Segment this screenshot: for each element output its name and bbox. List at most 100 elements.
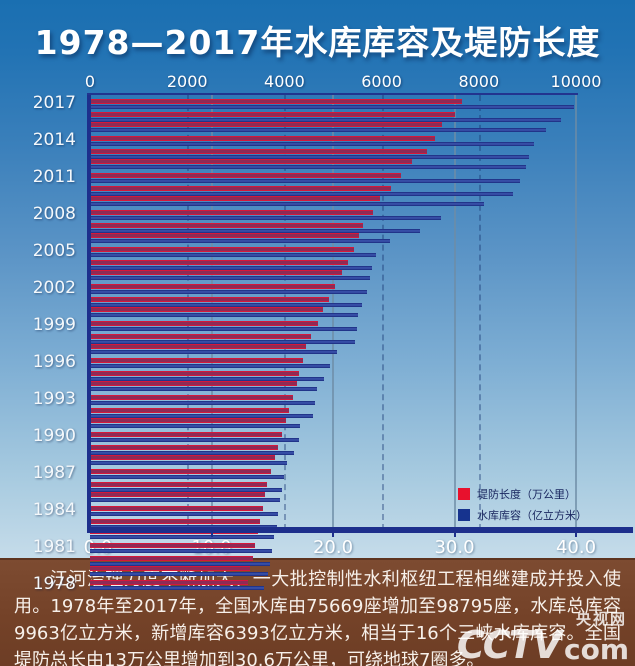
dike-length-bar [90, 418, 286, 423]
reservoir-capacity-bar [90, 266, 373, 270]
dike-length-bar [90, 98, 462, 104]
y-axis-label: 1990 [32, 426, 76, 446]
dike-length-bar [90, 246, 354, 252]
dike-length-bar [90, 186, 392, 191]
y-axis-label: 2002 [32, 278, 76, 298]
year-row-2008: 2008 [0, 206, 635, 223]
y-axis-label: 1978 [32, 574, 76, 594]
legend-label: 堤防长度（万公里） [477, 488, 576, 501]
top-axis-tick-labels: 0 2000 4000 6000 8000 10000 [0, 72, 635, 94]
bottom-axis-tick-label: 10.0 [191, 537, 232, 558]
reservoir-capacity-bar [90, 141, 535, 146]
year-row-2003 [0, 270, 635, 280]
dike-length-bar [90, 196, 381, 201]
reservoir-capacity-bar [90, 128, 546, 132]
y-axis-label: 2005 [32, 241, 76, 261]
legend-swatch-red [458, 488, 470, 500]
reservoir-capacity-bar [90, 289, 368, 294]
top-axis-tick-label: 2000 [166, 72, 208, 91]
reservoir-capacity-bar [90, 229, 420, 233]
dike-length-bar [90, 260, 348, 265]
year-row-1985 [0, 492, 635, 502]
gridline-dashed [284, 95, 287, 530]
reservoir-capacity-bar [90, 414, 313, 418]
year-row-2000 [0, 307, 635, 317]
dike-length-bar [90, 445, 279, 450]
gridline-solid [453, 95, 456, 530]
caption-band: 江河治理力度不断加大，一大批控制性水利枢纽工程相继建成并投入使用。1978年至2… [0, 558, 635, 666]
year-row-1984: 1984 [0, 502, 635, 519]
reservoir-capacity-bar [90, 350, 338, 354]
year-row-1988 [0, 455, 635, 465]
year-row-2014: 2014 [0, 132, 635, 149]
bottom-axis-tick [575, 533, 577, 537]
year-row-1978: 1978 [0, 576, 635, 593]
dike-length-bar [90, 270, 342, 275]
bottom-axis-tick-label: 40.0 [555, 537, 597, 558]
dike-length-bar [90, 344, 307, 349]
y-axis-label: 1987 [32, 463, 76, 483]
dike-length-bar [90, 320, 319, 326]
top-axis-tick-label: 4000 [264, 72, 305, 91]
year-row-1989 [0, 445, 635, 455]
year-row-2005: 2005 [0, 243, 635, 260]
reservoir-capacity-bar [90, 239, 391, 243]
year-row-1990: 1990 [0, 428, 635, 445]
dike-length-bar [90, 408, 290, 413]
gridline-dashed [381, 95, 384, 530]
y-axis-label: 1981 [32, 537, 76, 557]
reservoir-capacity-bar [90, 572, 268, 576]
dike-length-bar [90, 566, 251, 571]
year-row-1996: 1996 [0, 354, 635, 371]
year-row-2007 [0, 223, 635, 233]
reservoir-capacity-bar [90, 155, 529, 159]
dike-length-bar [90, 307, 324, 312]
gridline-dashed [478, 95, 481, 530]
reservoir-capacity-bar [90, 104, 575, 109]
bottom-axis-tick-label: 20.0 [312, 537, 354, 558]
legend: 堤防长度（万公里） 水库库容（亿立方米） [458, 486, 587, 528]
year-row-1999: 1999 [0, 317, 635, 334]
y-axis-label: 2011 [32, 167, 76, 187]
top-axis-tick-label: 10000 [550, 72, 602, 91]
dike-length-bar [90, 371, 299, 376]
gridline-solid [332, 95, 334, 530]
dike-length-bar [90, 172, 402, 178]
reservoir-capacity-bar [90, 424, 301, 428]
dike-length-bar [90, 579, 248, 585]
dike-length-bar [90, 223, 364, 228]
year-row-2012 [0, 159, 635, 169]
gridline-solid [210, 95, 213, 530]
dike-length-bar [90, 455, 275, 460]
dike-length-bar [90, 492, 265, 497]
chart-title: 1978—2017年水库库容及堤防长度 [34, 23, 601, 62]
dike-length-bar [90, 519, 261, 524]
top-axis-line [87, 93, 578, 95]
dike-length-bar [90, 122, 443, 127]
cctv-watermark: 央视网 CCTV com [457, 612, 629, 666]
bottom-axis-tick [210, 533, 213, 537]
year-row-2016 [0, 112, 635, 122]
reservoir-capacity-bar [90, 488, 282, 492]
bottom-axis-tick [332, 533, 334, 537]
gridlines-layer [90, 95, 577, 530]
year-row-2009 [0, 196, 635, 206]
reservoir-capacity-bar [90, 498, 281, 502]
reservoir-capacity-bar [90, 562, 270, 566]
reservoir-capacity-bar [90, 326, 357, 331]
bottom-axis-tick [453, 533, 456, 537]
top-axis-tick-label: 0 [84, 72, 96, 91]
reservoir-capacity-bar [90, 303, 363, 307]
y-axis-label: 1993 [32, 389, 76, 409]
reservoir-capacity-bar [90, 451, 295, 455]
year-row-2004 [0, 260, 635, 270]
reservoir-capacity-bar [90, 535, 275, 539]
cctv-com-text: com [563, 633, 629, 666]
bottom-axis-tick-labels: 0.0 10.0 20.0 30.0 40.0 [0, 537, 635, 559]
dike-length-bar [90, 135, 436, 141]
gridline-dashed [187, 95, 190, 530]
reservoir-capacity-bar [90, 400, 315, 405]
reservoir-capacity-bar [90, 437, 300, 442]
legend-item-dike-length: 堤防长度（万公里） [458, 486, 587, 502]
dike-length-bar [90, 334, 312, 339]
